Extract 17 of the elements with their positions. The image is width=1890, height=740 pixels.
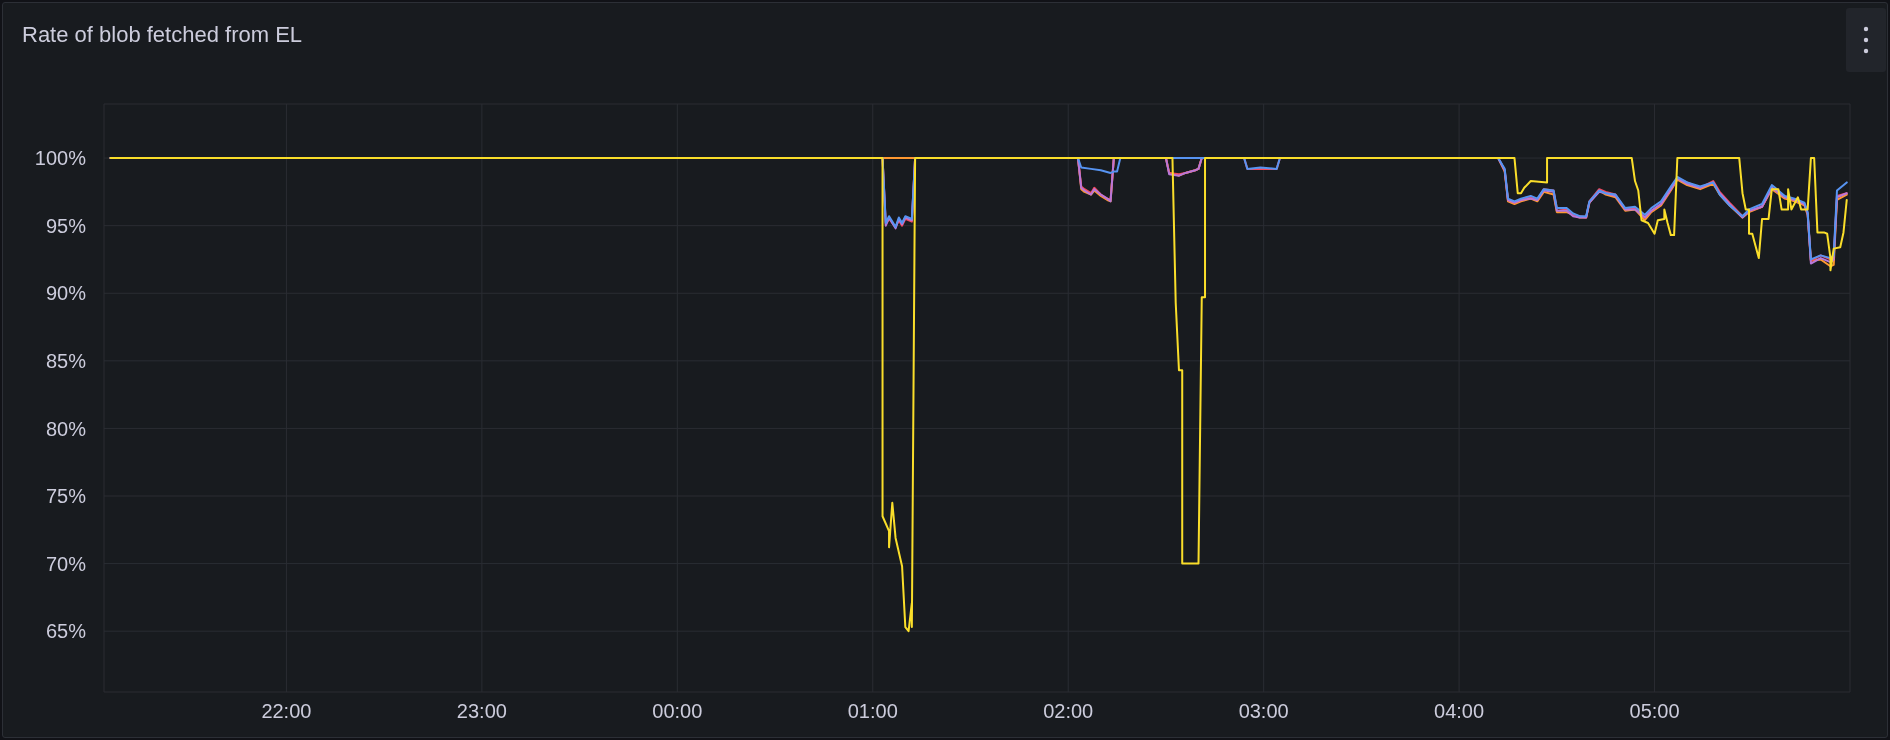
chart-title: Rate of blob fetched from EL <box>22 22 303 48</box>
x-tick-label: 22:00 <box>261 700 312 723</box>
y-tick-label: 80% <box>45 417 87 440</box>
y-tick-label: 70% <box>45 552 87 575</box>
x-tick-label: 03:00 <box>1238 700 1289 723</box>
x-tick-label: 23:00 <box>456 700 507 723</box>
y-tick-label: 85% <box>45 349 87 372</box>
y-tick-label: 90% <box>45 282 87 305</box>
y-tick-label: 100% <box>34 147 87 170</box>
x-tick-label: 02:00 <box>1043 700 1094 723</box>
y-tick-label: 95% <box>45 214 87 237</box>
x-tick-label: 04:00 <box>1434 700 1485 723</box>
y-tick-label: 75% <box>45 485 87 508</box>
y-tick-label: 65% <box>45 620 87 643</box>
x-tick-label: 01:00 <box>847 700 898 723</box>
x-tick-label: 05:00 <box>1629 700 1680 723</box>
x-tick-label: 00:00 <box>652 700 703 723</box>
